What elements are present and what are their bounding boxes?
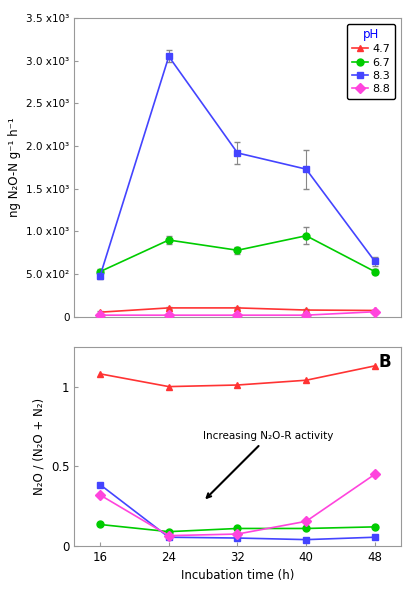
Legend: 4.7, 6.7, 8.3, 8.8: 4.7, 6.7, 8.3, 8.8 [347,23,395,99]
Text: A: A [378,27,391,45]
X-axis label: Incubation time (h): Incubation time (h) [181,569,294,583]
Text: Increasing N₂O-R activity: Increasing N₂O-R activity [203,431,334,498]
Y-axis label: N₂O / (N₂O + N₂): N₂O / (N₂O + N₂) [33,398,45,495]
Y-axis label: ng N₂O-N g⁻¹ h⁻¹: ng N₂O-N g⁻¹ h⁻¹ [8,118,21,217]
Text: B: B [378,353,391,371]
